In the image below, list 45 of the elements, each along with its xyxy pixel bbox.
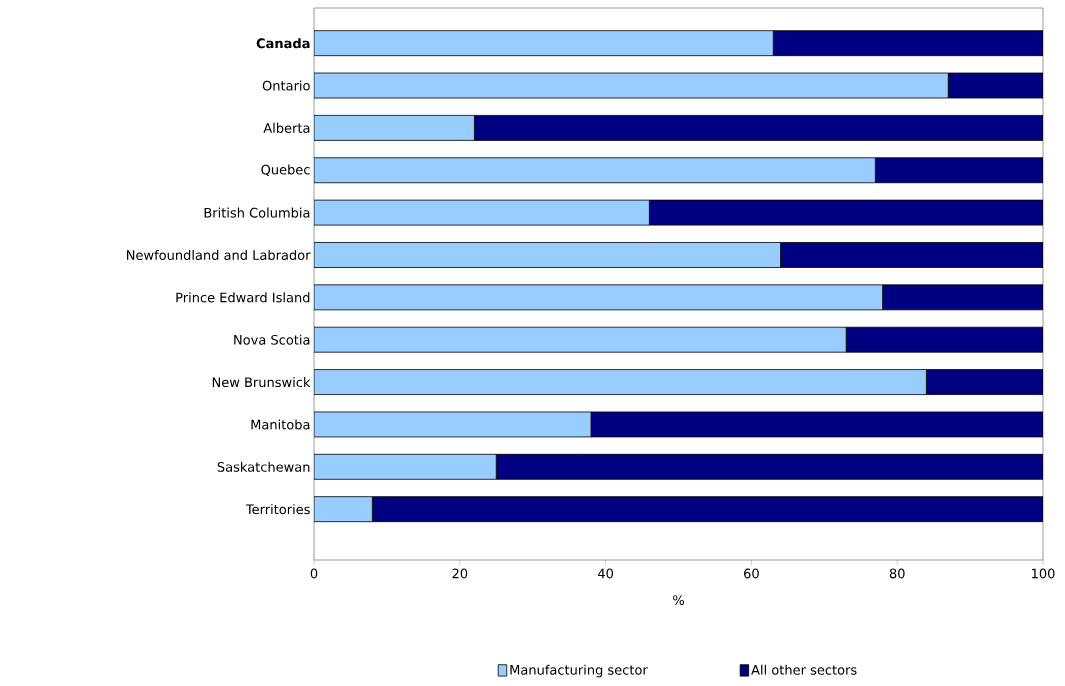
bar [780,242,1044,268]
y-tick-label: Ontario [262,80,310,91]
bar [314,157,876,184]
y-tick-label: Quebec [261,164,310,177]
y-tick-label: New Brunswick [212,377,311,388]
bar [772,30,1044,57]
legend-label: Manufacturing sector [510,664,648,678]
bar [314,326,847,353]
bar [371,496,1044,523]
bar [925,369,1044,395]
bar [882,284,1044,311]
bar [314,30,774,57]
bar [314,242,781,268]
bar [314,453,497,480]
x-axis-title: % [673,595,684,606]
y-tick-label: Saskatchewan [217,461,310,472]
y-tick-label: Nova Scotia [234,334,310,345]
x-tick-label: 40 [597,568,614,579]
y-tick-label: Territories [245,504,310,515]
bar [845,326,1044,353]
bar [314,72,949,99]
bar [947,72,1044,99]
legend-label: All other sectors [751,664,857,675]
bar [314,496,373,523]
y-tick-label: British Columbia [204,207,310,218]
y-tick-label: Newfoundland and Labrador [127,249,311,261]
x-tick-label: 20 [452,568,468,579]
y-tick-label: Manitoba [251,419,310,430]
bar [874,157,1044,184]
bar [314,284,884,311]
bar [314,411,592,438]
x-tick-label: 80 [889,568,905,579]
x-tick-label: 100 [1032,568,1055,579]
bar [590,411,1044,438]
y-tick-label: Prince Edward Island [176,292,310,303]
x-tick-label: 60 [744,568,759,579]
y-tick-label: Canada [256,38,310,49]
x-tick-label: 0 [310,568,318,579]
bar [495,453,1044,480]
bar [314,199,650,226]
bar [314,369,927,395]
bar [314,115,475,141]
bar [473,115,1044,141]
bar [648,199,1044,226]
y-tick-label: Alberta [263,122,310,133]
